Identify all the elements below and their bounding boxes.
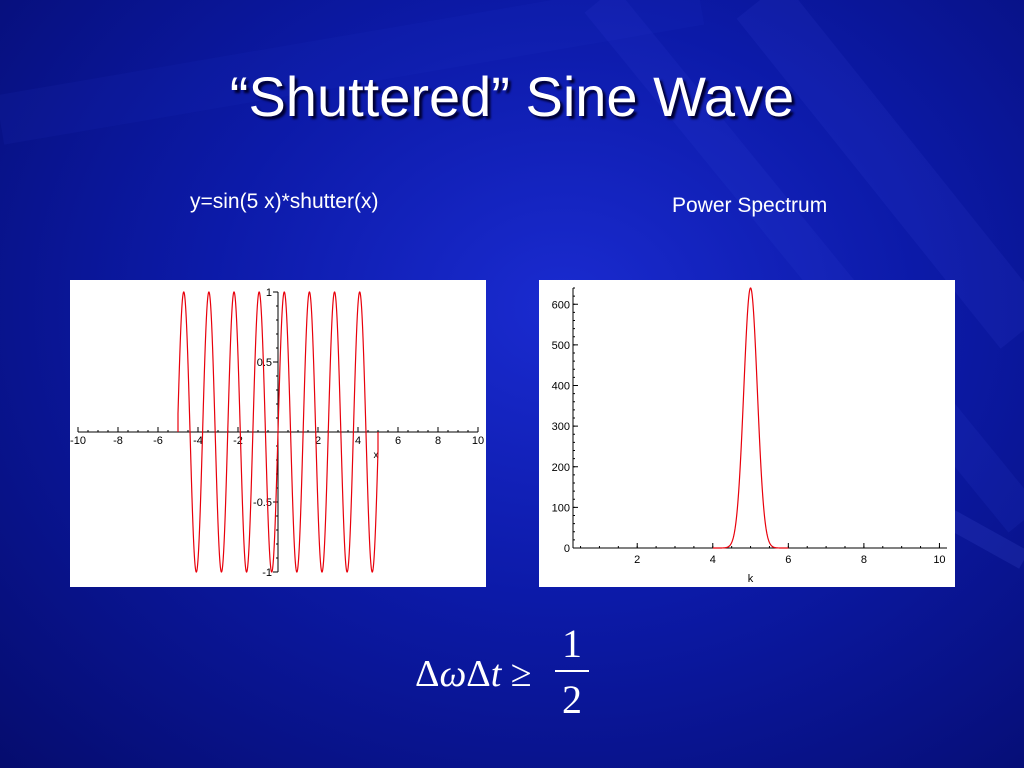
formula-omega: ω [439,653,467,695]
right-chart-caption: Power Spectrum [672,194,828,217]
y-tick-label: 500 [552,340,570,352]
x-tick-label: 6 [395,435,401,447]
formula-denominator: 2 [562,677,582,722]
formula-fraction-bar [555,670,589,672]
slide-title: “Shuttered” Sine Wave [229,65,795,128]
x-tick-label: 10 [472,435,484,447]
left-chart-caption: y=sin(5 x)*shutter(x) [190,190,379,213]
formula-t: t [490,653,502,695]
x-tick-label: -2 [233,435,243,447]
formula-numerator: 1 [562,621,582,666]
y-tick-label: 400 [552,381,570,393]
x-tick-label: 10 [933,554,945,566]
formula-relation: ≥ [510,653,532,695]
y-tick-label: 200 [552,462,570,474]
y-tick-label: 300 [552,421,570,433]
x-tick-label: 6 [785,554,791,566]
sine-wave-chart: -10 -8 -6 -4 -2 2 4 6 8 10 1 0.5 -0.5 -1 x [70,287,484,579]
x-tick-label: 2 [315,435,321,447]
x-tick-label: 2 [634,554,640,566]
x-axis-label: k [748,573,754,585]
y-tick-label: -1 [262,567,272,579]
sine-wave-plot: -10 -8 -6 -4 -2 2 4 6 8 10 1 0.5 -0.5 -1 x [70,280,486,587]
y-tick-label: -0.5 [253,497,272,509]
y-tick-label: 100 [552,502,570,514]
x-tick-label: 8 [861,554,867,566]
x-tick-label: 4 [355,435,361,447]
x-axis-label: x [374,450,379,461]
x-tick-label: -4 [193,435,203,447]
spectrum-curve [712,287,789,549]
y-tick-label: 0 [564,543,570,555]
y-tick-label: 0.5 [257,357,272,369]
y-tick-label: 1 [266,287,272,299]
x-tick-label: -8 [113,435,123,447]
formula-lhs: ΔωΔt ≥ [415,652,532,696]
x-tick-label: 8 [435,435,441,447]
x-tick-label: -10 [70,435,86,447]
sine-curve [177,291,379,573]
formula-delta-omega: Δ [415,653,440,695]
y-tick-label: 600 [552,299,570,311]
x-tick-label: 4 [710,554,716,566]
power-spectrum-plot: 2 4 6 8 10 0 100 200 300 400 500 600 k [539,280,955,587]
x-tick-label: -6 [153,435,163,447]
formula-delta-t: Δ [466,653,491,695]
